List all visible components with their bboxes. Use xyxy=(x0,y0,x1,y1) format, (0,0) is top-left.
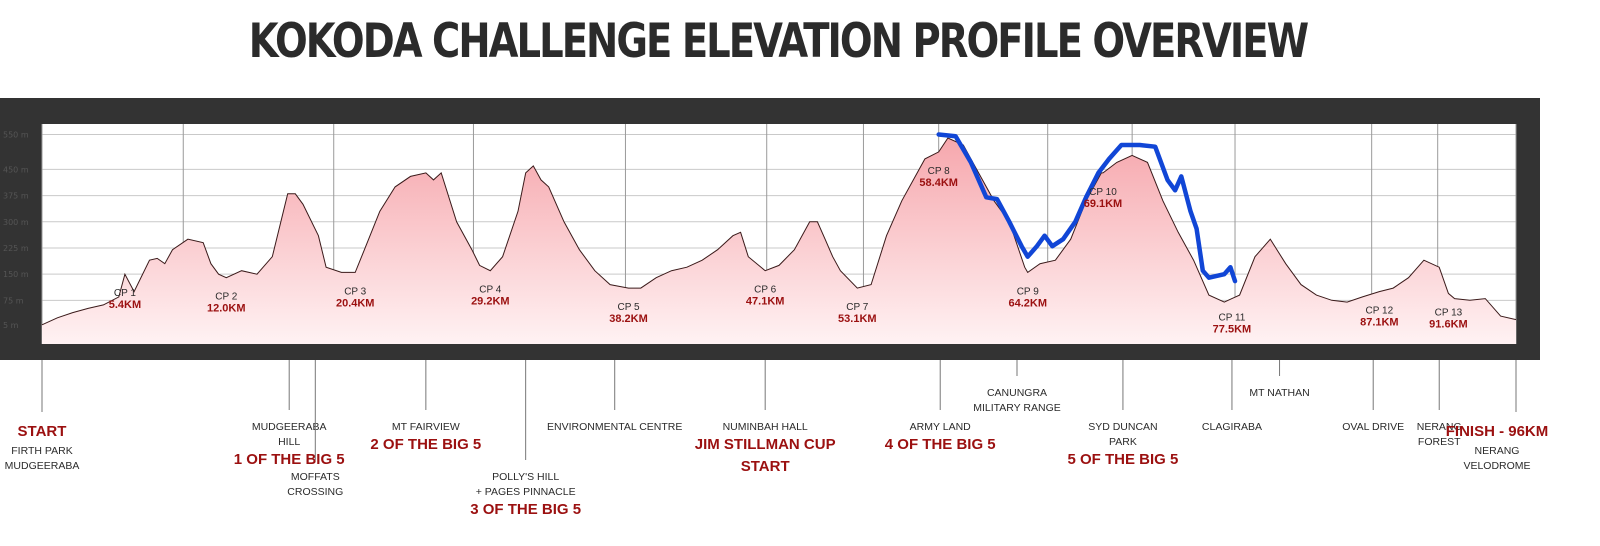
landmark-name: CLAGIRABA xyxy=(1202,421,1262,433)
checkpoint-label: CP 5 xyxy=(617,302,639,313)
checkpoint-distance: 91.6KM xyxy=(1429,318,1468,330)
checkpoint-label: CP 3 xyxy=(344,286,366,297)
landmark-highlight: 1 OF THE BIG 5 xyxy=(234,451,345,468)
checkpoint-label: CP 9 xyxy=(1017,286,1039,297)
landmark-name: VELODROME xyxy=(1463,460,1530,472)
landmark-name: NERANG xyxy=(1417,421,1462,433)
landmark-highlight: 4 OF THE BIG 5 xyxy=(885,436,996,453)
landmark-highlight: START xyxy=(741,458,790,475)
checkpoint-distance: 58.4KM xyxy=(919,177,958,189)
checkpoint-label: CP 8 xyxy=(928,166,950,177)
y-tick-label: 375 m xyxy=(3,192,29,201)
checkpoint-label: CP 1 xyxy=(114,288,136,299)
landmark-highlight: 2 OF THE BIG 5 xyxy=(370,436,481,453)
landmark-name: FIRTH PARK xyxy=(11,445,72,457)
landmark-name: CROSSING xyxy=(287,486,343,498)
landmark-name: NUMINBAH HALL xyxy=(723,421,808,433)
checkpoint-label: CP 2 xyxy=(215,292,237,303)
landmark-name: HILL xyxy=(278,436,300,448)
landmark-name: SYD DUNCAN xyxy=(1088,421,1157,433)
y-tick-label: 550 m xyxy=(3,130,29,139)
landmark-highlight: START xyxy=(18,423,67,440)
y-tick-label: 75 m xyxy=(3,296,24,305)
landmark-name: POLLY'S HILL xyxy=(492,471,559,483)
checkpoint-labels: CP 15.4KM CP 212.0KM CP 320.4KM CP 429.2KM C… xyxy=(109,166,1468,336)
landmark-name: + PAGES PINNACLE xyxy=(476,486,576,498)
checkpoint-label: CP 13 xyxy=(1435,307,1463,318)
y-tick-label: 450 m xyxy=(3,165,29,174)
checkpoint-label: CP 7 xyxy=(846,302,868,313)
chart-title: KOKODA CHALLENGE ELEVATION PROFILE OVERV… xyxy=(248,14,1309,69)
landmark-name: OVAL DRIVE xyxy=(1342,421,1404,433)
landmark-labels: START FIRTH PARK MUDGEERABA MUDGEERABA HILL 1… xyxy=(5,360,1549,518)
checkpoint-distance: 47.1KM xyxy=(746,296,785,308)
checkpoint-label: CP 12 xyxy=(1366,306,1394,317)
elevation-area xyxy=(42,138,1516,344)
landmark-name: CANUNGRA xyxy=(987,387,1047,399)
landmark-name: MT NATHAN xyxy=(1249,387,1309,399)
landmark-highlight: FINISH - 96KM xyxy=(1446,423,1549,440)
landmark-name: MT FAIRVIEW xyxy=(392,421,460,433)
checkpoint-distance: 38.2KM xyxy=(609,313,648,325)
checkpoint-label: CP 4 xyxy=(479,285,501,296)
elevation-profile-line xyxy=(41,137,1517,326)
highlighted-route-segment xyxy=(936,132,1238,284)
landmark-name: ENVIRONMENTAL CENTRE xyxy=(547,421,682,433)
checkpoint-distance: 77.5KM xyxy=(1213,324,1252,336)
landmark-name: FOREST xyxy=(1418,436,1461,448)
landmark-name: MUDGEERABA xyxy=(5,460,80,472)
landmark-name: MUDGEERABA xyxy=(252,421,327,433)
checkpoint-distance: 69.1KM xyxy=(1084,198,1123,210)
checkpoint-distance: 12.0KM xyxy=(207,303,246,315)
checkpoint-label: CP 10 xyxy=(1089,187,1117,198)
checkpoint-distance: 5.4KM xyxy=(109,299,141,311)
checkpoint-distance: 87.1KM xyxy=(1360,317,1399,329)
y-tick-label: 150 m xyxy=(3,270,29,279)
checkpoint-label: CP 11 xyxy=(1219,313,1246,324)
landmark-highlight: JIM STILLMAN CUP xyxy=(695,436,836,453)
checkpoint-distance: 64.2KM xyxy=(1008,297,1047,309)
landmark-name: ARMY LAND xyxy=(910,421,971,433)
checkpoint-distance: 53.1KM xyxy=(838,313,877,325)
y-tick-label: 5 m xyxy=(3,321,19,330)
landmark-highlight: 5 OF THE BIG 5 xyxy=(1068,451,1179,468)
landmark-name: MILITARY RANGE xyxy=(973,402,1061,414)
checkpoint-distance: 20.4KM xyxy=(336,297,375,309)
landmark-name: MOFFATS xyxy=(291,471,340,483)
landmark-highlight: 3 OF THE BIG 5 xyxy=(470,501,581,518)
y-tick-label: 300 m xyxy=(3,218,29,227)
landmark-name: NERANG xyxy=(1475,445,1520,457)
y-tick-label: 225 m xyxy=(3,244,29,253)
checkpoint-distance: 29.2KM xyxy=(471,296,510,308)
landmark-name: PARK xyxy=(1109,436,1137,448)
checkpoint-label: CP 6 xyxy=(754,285,776,296)
